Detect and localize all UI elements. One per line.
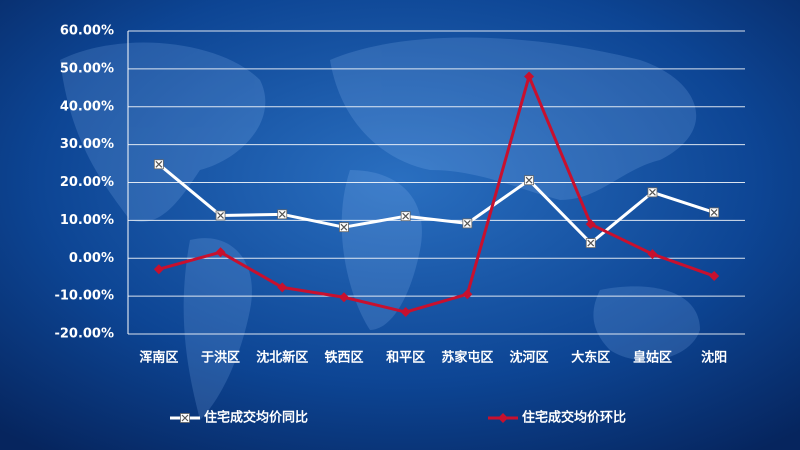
- marker-cross: [463, 219, 471, 227]
- data-point: [338, 292, 349, 303]
- marker-cross: [587, 239, 595, 247]
- data-point: [647, 187, 658, 198]
- x-tick-label: 沈河区: [510, 350, 549, 366]
- data-point: [462, 218, 473, 229]
- y-tick-label: 60.00%: [60, 24, 114, 39]
- data-point: [585, 238, 596, 249]
- data-point: [400, 211, 411, 222]
- x-tick-label: 沈阳: [701, 350, 727, 366]
- data-point: [524, 71, 535, 82]
- x-tick-label: 和平区: [386, 350, 425, 366]
- data-point: [709, 207, 720, 218]
- y-tick-label: 10.00%: [60, 213, 114, 228]
- marker-cross: [181, 414, 189, 422]
- marker-cross: [710, 208, 718, 216]
- marker-cross: [278, 210, 286, 218]
- series-line: [158, 74, 715, 314]
- marker-cross: [217, 212, 224, 219]
- x-tick-label: 沈北新区: [256, 350, 308, 366]
- legend-label: 住宅成交均价环比: [522, 410, 626, 426]
- data-point: [400, 307, 411, 318]
- marker-cross: [525, 176, 533, 184]
- y-tick-label: -20.00%: [54, 327, 114, 342]
- legend-marker: [180, 413, 190, 423]
- data-point: [647, 249, 658, 260]
- data-point: [585, 219, 596, 230]
- data-point: [215, 247, 226, 258]
- world-map: [60, 37, 700, 420]
- legend-label: 住宅成交均价同比: [204, 410, 308, 426]
- y-tick-label: -10.00%: [54, 289, 114, 304]
- y-tick-label: 50.00%: [60, 61, 114, 76]
- marker-cross: [649, 188, 656, 196]
- x-tick-label: 浑南区: [139, 350, 178, 366]
- y-tick-label: 30.00%: [60, 137, 114, 152]
- marker-cross: [402, 212, 410, 220]
- legend-marker: [498, 413, 508, 423]
- series-line: [157, 163, 715, 245]
- y-tick-label: 0.00%: [69, 251, 114, 266]
- x-tick-label: 大东区: [571, 350, 610, 366]
- x-tick-label: 皇姑区: [633, 350, 672, 366]
- data-point: [153, 264, 164, 275]
- y-tick-label: 20.00%: [60, 175, 114, 190]
- data-point: [462, 289, 473, 300]
- x-tick-label: 于洪区: [201, 350, 240, 366]
- marker-cross: [155, 160, 163, 168]
- data-point: [524, 175, 534, 186]
- data-point: [277, 282, 288, 293]
- data-point: [215, 210, 226, 221]
- data-point: [339, 222, 349, 233]
- x-tick-label: 苏家屯区: [441, 350, 493, 366]
- y-tick-label: 40.00%: [60, 99, 114, 114]
- data-point: [709, 271, 720, 282]
- data-point: [153, 159, 164, 170]
- data-point: [277, 209, 288, 220]
- marker-cross: [340, 223, 348, 231]
- x-tick-label: 铁西区: [323, 350, 363, 366]
